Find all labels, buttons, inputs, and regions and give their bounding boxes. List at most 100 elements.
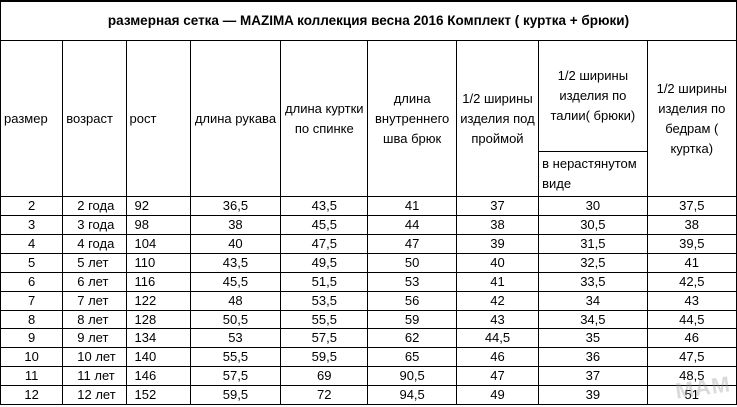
header-half-hip-width: 1/2 ширины изделия по бедрам ( куртка) — [646, 39, 737, 198]
cell-size: 2 — [0, 196, 64, 217]
header-inseam-length: длина внутреннего шва брюк — [367, 39, 457, 198]
cell-size: 7 — [0, 290, 64, 311]
header-half-waist-width: 1/2 ширины изделия по талии( брюки) — [538, 39, 648, 152]
cell-height: 98 — [125, 215, 191, 236]
cell-sleeve: 59,5 — [189, 385, 282, 405]
header-height: рост — [125, 39, 191, 198]
cell-jacket-back: 69 — [280, 366, 369, 387]
table-title: размерная сетка — MAZIMA коллекция весна… — [0, 0, 737, 41]
cell-half-hips: 43 — [646, 290, 737, 311]
cell-size: 11 — [0, 366, 64, 387]
cell-inseam: 53 — [367, 271, 457, 292]
cell-half-chest: 37 — [455, 196, 540, 217]
cell-sleeve: 38 — [189, 215, 282, 236]
cell-size: 12 — [0, 385, 64, 405]
cell-half-hips: 46 — [646, 328, 737, 349]
cell-half-hips: 39,5 — [646, 234, 737, 254]
cell-inseam: 41 — [367, 196, 457, 217]
cell-age: 5 лет — [62, 253, 127, 273]
cell-height: 146 — [125, 366, 191, 387]
cell-sleeve: 53 — [189, 328, 282, 349]
cell-half-hips: 42,5 — [646, 271, 737, 292]
cell-inseam: 44 — [367, 215, 457, 236]
cell-half-hips: 44,5 — [646, 309, 737, 330]
header-half-chest-width: 1/2 ширины изделия под проймой — [455, 39, 540, 198]
cell-age: 4 года — [62, 234, 127, 254]
cell-inseam: 94,5 — [367, 385, 457, 405]
cell-sleeve: 40 — [189, 234, 282, 254]
cell-jacket-back: 72 — [280, 385, 369, 405]
cell-size: 3 — [0, 215, 64, 236]
cell-sleeve: 36,5 — [189, 196, 282, 217]
cell-jacket-back: 59,5 — [280, 347, 369, 368]
cell-half-hips: 41 — [646, 253, 737, 273]
cell-half-chest: 38 — [455, 215, 540, 236]
cell-size: 5 — [0, 253, 64, 273]
cell-size: 8 — [0, 309, 64, 330]
cell-height: 116 — [125, 271, 191, 292]
cell-half-hips: 38 — [646, 215, 737, 236]
cell-age: 7 лет — [62, 290, 127, 311]
cell-age: 2 года — [62, 196, 127, 217]
cell-inseam: 90,5 — [367, 366, 457, 387]
cell-half-waist: 39 — [538, 385, 648, 405]
cell-inseam: 65 — [367, 347, 457, 368]
cell-half-waist: 33,5 — [538, 271, 648, 292]
cell-height: 122 — [125, 290, 191, 311]
cell-half-chest: 43 — [455, 309, 540, 330]
cell-jacket-back: 57,5 — [280, 328, 369, 349]
cell-sleeve: 50,5 — [189, 309, 282, 330]
cell-jacket-back: 55,5 — [280, 309, 369, 330]
cell-sleeve: 48 — [189, 290, 282, 311]
cell-half-hips: 47,5 — [646, 347, 737, 368]
header-jacket-back-length: длина куртки по спинке — [280, 39, 369, 198]
cell-half-hips: 51 — [646, 385, 737, 405]
cell-inseam: 59 — [367, 309, 457, 330]
cell-height: 92 — [125, 196, 191, 217]
cell-half-waist: 30,5 — [538, 215, 648, 236]
table-row: 12 12 лет 152 59,5 72 94,5 49 39 51 — [0, 385, 737, 405]
header-unstretched-note: в нерастянутом виде — [538, 150, 648, 198]
cell-half-waist: 36 — [538, 347, 648, 368]
cell-height: 110 — [125, 253, 191, 273]
cell-age: 9 лет — [62, 328, 127, 349]
cell-half-chest: 44,5 — [455, 328, 540, 349]
cell-half-waist: 34 — [538, 290, 648, 311]
cell-height: 128 — [125, 309, 191, 330]
header-size: размер — [0, 39, 64, 198]
cell-age: 6 лет — [62, 271, 127, 292]
cell-half-chest: 49 — [455, 385, 540, 405]
cell-inseam: 47 — [367, 234, 457, 254]
cell-jacket-back: 43,5 — [280, 196, 369, 217]
table-row: 10 10 лет 140 55,5 59,5 65 46 36 47,5 — [0, 347, 737, 368]
cell-half-waist: 31,5 — [538, 234, 648, 254]
cell-age: 10 лет — [62, 347, 127, 368]
cell-jacket-back: 53,5 — [280, 290, 369, 311]
cell-half-waist: 37 — [538, 366, 648, 387]
cell-size: 9 — [0, 328, 64, 349]
cell-half-chest: 41 — [455, 271, 540, 292]
cell-height: 134 — [125, 328, 191, 349]
cell-age: 11 лет — [62, 366, 127, 387]
cell-age: 8 лет — [62, 309, 127, 330]
cell-jacket-back: 45,5 — [280, 215, 369, 236]
cell-inseam: 50 — [367, 253, 457, 273]
cell-sleeve: 57,5 — [189, 366, 282, 387]
header-age: возраст — [62, 39, 127, 198]
cell-size: 6 — [0, 271, 64, 292]
cell-half-chest: 47 — [455, 366, 540, 387]
cell-age: 12 лет — [62, 385, 127, 405]
cell-half-hips: 37,5 — [646, 196, 737, 217]
cell-half-chest: 39 — [455, 234, 540, 254]
cell-half-chest: 42 — [455, 290, 540, 311]
cell-inseam: 62 — [367, 328, 457, 349]
cell-half-waist: 32,5 — [538, 253, 648, 273]
